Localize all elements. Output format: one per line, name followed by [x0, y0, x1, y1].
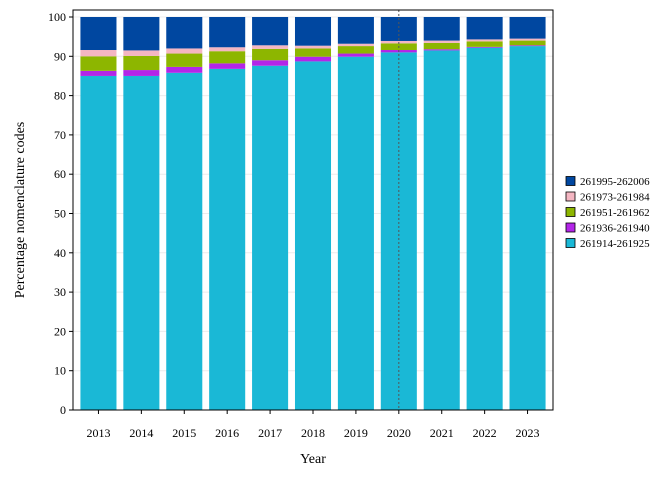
- bar-2023-261995-262006: [509, 17, 546, 39]
- x-tick-label-2021: 2021: [430, 426, 454, 440]
- bar-2018-261995-262006: [294, 17, 332, 46]
- legend-label-261936-261940: 261936-261940: [580, 223, 650, 235]
- bar-2016-261951-261962: [209, 51, 246, 64]
- y-tick-label-50: 50: [54, 207, 66, 221]
- bar-2017-261995-262006: [252, 17, 289, 46]
- bar-2023-261951-261962: [509, 40, 546, 46]
- bar-2013-261951-261962: [80, 56, 117, 71]
- bar-2016-261936-261940: [209, 63, 246, 69]
- bar-2022-261973-261984: [466, 39, 503, 42]
- bar-2019-261936-261940: [337, 53, 374, 57]
- y-axis-title: Percentage nomenclature codes: [13, 122, 28, 298]
- y-tick-label-20: 20: [54, 324, 66, 338]
- y-tick-label-80: 80: [54, 89, 66, 103]
- bar-2014-261951-261962: [123, 55, 160, 71]
- bar-2021-261914-261925: [423, 50, 460, 410]
- bar-2017-261914-261925: [252, 65, 289, 411]
- bar-2015-261995-262006: [166, 17, 203, 49]
- legend: 261995-262006 261973-261984 261951-261962 2…: [565, 176, 650, 250]
- bar-2023-261936-261940: [509, 45, 546, 47]
- legend-swatch-261973-261984: [565, 191, 576, 202]
- bar-2013-261936-261940: [80, 70, 117, 76]
- bar-2021-261936-261940: [423, 49, 460, 51]
- bar-2022-261995-262006: [466, 17, 503, 40]
- legend-label-261973-261984: 261973-261984: [580, 192, 650, 204]
- bar-2022-261936-261940: [466, 46, 503, 48]
- y-tick-label-30: 30: [54, 285, 66, 299]
- bar-2014-261936-261940: [123, 70, 160, 76]
- bar-2017-261973-261984: [252, 45, 289, 49]
- bar-2018-261951-261962: [294, 48, 332, 57]
- x-tick-label-2018: 2018: [301, 426, 325, 440]
- y-tick-label-90: 90: [54, 49, 66, 63]
- bar-2023-261914-261925: [509, 46, 546, 410]
- bar-2013-261973-261984: [80, 50, 117, 57]
- bar-2021-261951-261962: [423, 42, 460, 50]
- x-tick-label-2016: 2016: [215, 426, 239, 440]
- x-tick-label-2015: 2015: [172, 426, 196, 440]
- bar-2014-261995-262006: [123, 17, 160, 51]
- legend-swatch-261914-261925: [565, 238, 576, 248]
- bar-2018-261973-261984: [294, 45, 332, 49]
- y-axis: 0 10 20 30 40 50 60 70 80 90 100: [48, 10, 73, 417]
- x-tick-label-2014: 2014: [129, 426, 153, 440]
- bar-2016-261973-261984: [209, 47, 246, 52]
- bar-2022-261914-261925: [466, 47, 503, 411]
- bar-2015-261973-261984: [166, 48, 203, 54]
- legend-swatch-261951-261962: [565, 207, 576, 217]
- bar-2023-261973-261984: [509, 38, 546, 41]
- bar-2018-261914-261925: [294, 61, 332, 411]
- y-tick-label-0: 0: [60, 403, 66, 417]
- y-tick-label-70: 70: [54, 128, 66, 142]
- x-tick-label-2013: 2013: [86, 426, 110, 440]
- bar-2019-261995-262006: [337, 17, 374, 44]
- legend-swatch-261995-262006: [565, 176, 576, 186]
- bar-2014-261973-261984: [123, 50, 160, 56]
- legend-label-261951-261962: 261951-261962: [580, 207, 650, 219]
- y-tick-label-60: 60: [54, 167, 66, 181]
- y-tick-label-100: 100: [48, 10, 66, 24]
- x-axis-title: Year: [300, 452, 326, 467]
- bar-2015-261936-261940: [166, 66, 203, 73]
- bar-2014-261914-261925: [123, 75, 160, 410]
- x-tick-label-2017: 2017: [258, 426, 282, 440]
- bar-2017-261951-261962: [252, 48, 289, 61]
- x-tick-label-2022: 2022: [473, 426, 497, 440]
- bar-2013-261914-261925: [80, 75, 117, 410]
- bar-2019-261951-261962: [337, 46, 374, 54]
- x-tick-label-2019: 2019: [344, 426, 368, 440]
- bar-2020-261995-262006: [380, 17, 417, 41]
- bar-2019-261973-261984: [337, 43, 374, 47]
- bar-2015-261951-261962: [166, 53, 203, 67]
- y-tick-label-10: 10: [54, 364, 66, 378]
- bar-2021-261973-261984: [423, 40, 460, 43]
- bar-2017-261936-261940: [252, 60, 289, 66]
- x-tick-label-2023: 2023: [516, 426, 540, 440]
- legend-swatch-261936-261940: [565, 222, 576, 233]
- bar-2019-261914-261925: [337, 56, 374, 411]
- bar-2022-261951-261962: [466, 41, 503, 47]
- bar-2015-261914-261925: [166, 72, 203, 410]
- legend-label-261914-261925: 261914-261925: [580, 238, 650, 250]
- bar-2016-261995-262006: [209, 17, 246, 48]
- bars: [80, 17, 546, 411]
- bar-2021-261995-262006: [423, 17, 460, 41]
- bar-2013-261995-262006: [80, 17, 117, 51]
- bar-2018-261936-261940: [294, 56, 332, 62]
- x-axis: 2013 2014 2015 2016 2017 2018 2019 2020 2021 2022…: [86, 410, 540, 440]
- legend-label-261995-262006: 261995-262006: [580, 176, 650, 188]
- y-tick-label-40: 40: [54, 246, 66, 260]
- bar-2016-261914-261925: [209, 68, 246, 410]
- x-tick-label-2020: 2020: [387, 426, 411, 440]
